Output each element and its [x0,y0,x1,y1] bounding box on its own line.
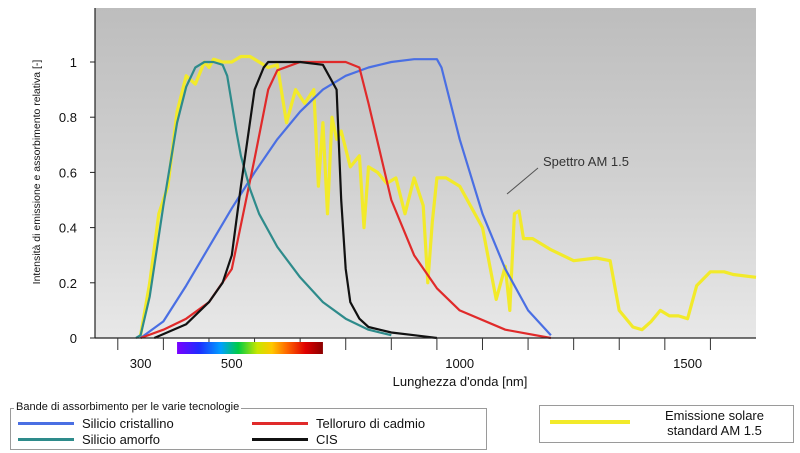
legend-item-silicio-cristallino: Silicio cristallino [18,416,174,431]
x-tick-label: 1000 [445,356,474,371]
series-line-silicio-cristallino [139,58,552,339]
legend-item-telloruro-di-cadmio: Telloruro di cadmio [252,416,425,431]
legend-swatch-solar [550,420,630,424]
x-axis-label: Lunghezza d'onda [nm] [393,374,528,389]
legend-solar-line2: standard AM 1.5 [667,423,762,438]
legend-swatch-cis [252,438,308,441]
series-line-silicio-amorfo [135,60,392,339]
legend-label: Telloruro di cadmio [316,416,426,431]
series-line-emissione-solare-standard-am-1-5 [139,54,757,336]
legend-solar-line1: Emissione solare [665,408,764,423]
legend-solar-label: Emissione solare standard AM 1.5 [642,408,787,438]
y-tick-label: 0.4 [59,221,77,236]
y-tick-label: 1 [70,55,77,70]
legend-swatch-silicio-cristallino [18,422,74,425]
legend-swatch-silicio-amorfo [18,438,74,441]
legend-item-silicio-amorfo: Silicio amorfo [18,432,160,447]
y-tick-label: 0.6 [59,165,77,180]
series-layer [135,54,757,340]
plot-background [95,8,756,338]
x-tick-label: 500 [221,356,243,371]
y-tick-label: 0.8 [59,110,77,125]
legend-caption: Bande di assorbimento per le varie tecno… [14,401,242,413]
y-axis-label: Intensità di emissione e assorbimento re… [31,60,43,285]
legend-label: Silicio amorfo [82,432,161,447]
solar-legend [539,405,794,443]
absorption-chart: 0 0.2 0.4 0.6 0.8 1 300 500 1000 1500 Spettro AM … [31,8,757,389]
legend-label: CIS [316,432,338,447]
series-line-cis [153,60,438,340]
technology-legend [10,408,487,450]
annotation-spettro: Spettro AM 1.5 [543,154,629,169]
visible-spectrum-bar [177,342,323,354]
y-tick-label: 0 [70,331,77,346]
legend-item-cis: CIS [252,432,338,447]
legend-label: Silicio cristallino [82,416,174,431]
x-tick-label: 300 [130,356,152,371]
x-tick-label: 1500 [673,356,702,371]
legend-swatch-telloruro-di-cadmio [252,422,308,425]
annotation-pointer [506,167,539,195]
y-tick-label: 0.2 [59,276,77,291]
